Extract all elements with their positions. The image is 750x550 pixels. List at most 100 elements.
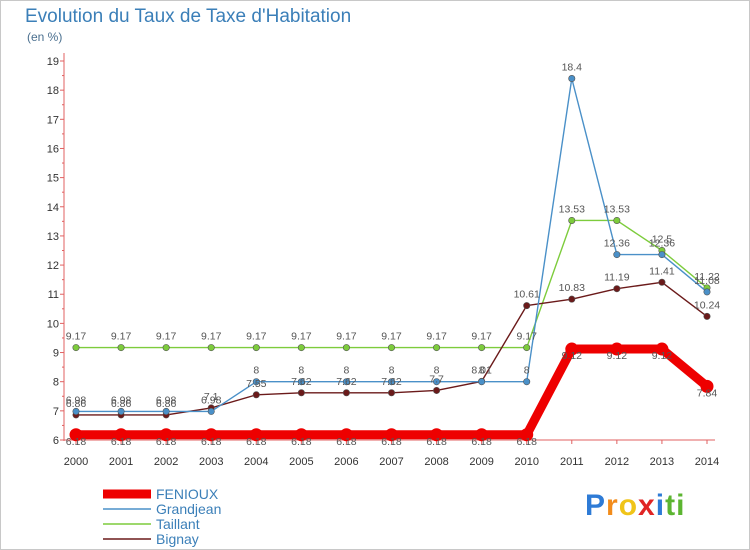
data-point — [613, 216, 621, 224]
y-tick-label: 19 — [47, 56, 59, 68]
data-label: 6.18 — [66, 436, 87, 448]
data-point — [478, 344, 486, 352]
data-label: 6.18 — [516, 436, 537, 448]
y-tick-label: 16 — [47, 143, 59, 155]
data-label: 8 — [298, 365, 304, 377]
data-label: 10.24 — [694, 299, 720, 311]
logo-letter: t — [665, 489, 677, 522]
data-point — [162, 407, 170, 415]
data-point — [613, 285, 621, 293]
x-tick-label: 2006 — [334, 456, 358, 468]
data-point — [433, 344, 441, 352]
data-label: 18.4 — [562, 61, 583, 73]
data-point — [117, 344, 125, 352]
legend-label-fenioux: FENIOUX — [156, 486, 219, 502]
data-point — [523, 344, 531, 352]
x-tick-label: 2012 — [605, 456, 629, 468]
data-label: 6.86 — [66, 398, 87, 410]
data-point — [339, 428, 353, 442]
x-tick-label: 2001 — [109, 456, 133, 468]
data-point — [207, 407, 215, 415]
data-label: 6.18 — [471, 436, 492, 448]
data-point — [207, 344, 215, 352]
data-point — [294, 428, 308, 442]
data-label: 11.08 — [694, 275, 720, 287]
data-point — [655, 342, 669, 356]
data-point — [700, 379, 714, 393]
data-label: 6.98 — [66, 394, 87, 406]
logo-letter: P — [585, 489, 607, 522]
data-point — [433, 378, 441, 386]
legend-label-grandjean: Grandjean — [156, 501, 221, 517]
y-tick-label: 9 — [53, 348, 59, 360]
x-tick-label: 2007 — [379, 456, 403, 468]
proxiti-logo: Proxiti — [585, 489, 685, 523]
data-label: 9.12 — [562, 350, 583, 362]
data-point — [523, 378, 531, 386]
data-label: 8.01 — [471, 364, 492, 376]
data-label: 9.12 — [652, 350, 673, 362]
data-point — [658, 278, 666, 286]
logo-letter: i — [655, 489, 666, 522]
data-label: 7.62 — [336, 376, 357, 388]
data-label: 6.18 — [381, 436, 402, 448]
data-point — [117, 407, 125, 415]
data-point — [297, 344, 305, 352]
x-tick-label: 2004 — [244, 456, 268, 468]
data-label: 7.7 — [429, 373, 444, 385]
data-label: 8 — [253, 365, 259, 377]
data-point — [387, 378, 395, 386]
y-tick-label: 7 — [53, 406, 59, 418]
data-point — [385, 428, 398, 442]
data-label: 12.36 — [604, 238, 630, 250]
data-point — [568, 295, 576, 303]
data-label: 13.53 — [559, 203, 585, 215]
data-label: 9.17 — [381, 331, 402, 343]
data-label: 9.17 — [246, 331, 267, 343]
data-label: 12.5 — [652, 234, 673, 246]
x-tick-label: 2000 — [64, 456, 88, 468]
data-point — [613, 251, 621, 259]
y-tick-label: 13 — [47, 231, 59, 243]
data-point — [252, 344, 260, 352]
data-label: 8 — [479, 365, 485, 377]
data-point — [475, 428, 489, 442]
data-point — [252, 391, 260, 399]
data-point — [297, 389, 305, 397]
x-tick-label: 2014 — [695, 456, 719, 468]
data-label: 8 — [389, 365, 395, 377]
y-axis-unit-label: (en %) — [27, 30, 63, 44]
data-label: 6.98 — [156, 394, 177, 406]
logo-letter: x — [638, 489, 656, 522]
data-point — [162, 344, 170, 352]
legend-label-bignay: Bignay — [156, 531, 199, 547]
data-point — [114, 428, 128, 442]
y-tick-label: 11 — [48, 289, 59, 301]
data-label: 8 — [434, 365, 440, 377]
x-tick-label: 2003 — [199, 456, 223, 468]
data-label: 7.62 — [291, 376, 312, 388]
data-point — [249, 428, 263, 442]
logo-letter: r — [606, 489, 619, 522]
data-label: 9.17 — [291, 331, 312, 343]
data-point — [297, 378, 305, 386]
data-label: 7.62 — [381, 376, 402, 388]
data-point — [565, 342, 579, 356]
data-label: 6.18 — [111, 436, 132, 448]
data-label: 9.17 — [111, 331, 132, 343]
data-point — [342, 378, 350, 386]
data-label: 9.17 — [516, 331, 537, 343]
y-tick-label: 10 — [47, 318, 59, 330]
data-label: 13.53 — [604, 203, 630, 215]
data-label: 12.36 — [649, 238, 675, 250]
data-label: 7.1 — [204, 391, 219, 403]
data-label: 9.17 — [336, 331, 357, 343]
data-label: 7.84 — [697, 387, 718, 399]
data-label: 9.17 — [156, 331, 177, 343]
y-tick-label: 15 — [47, 173, 59, 185]
data-point — [658, 251, 666, 259]
data-point — [478, 378, 486, 386]
logo-letter: i — [676, 489, 686, 522]
